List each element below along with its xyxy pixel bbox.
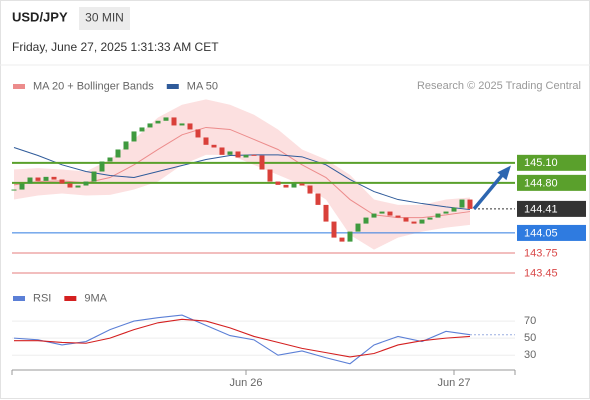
bollinger-band xyxy=(14,99,470,250)
candle xyxy=(275,181,281,185)
candle xyxy=(283,184,289,188)
level-label: 145.10 xyxy=(524,157,558,169)
candle xyxy=(315,193,321,205)
candle xyxy=(131,131,137,142)
candle xyxy=(459,199,465,208)
level-label: 144.80 xyxy=(524,177,558,189)
candle xyxy=(203,137,209,145)
candle xyxy=(171,117,177,126)
candle xyxy=(339,237,345,242)
candle xyxy=(43,176,49,181)
timeframe-box xyxy=(79,7,130,30)
symbol: USD/JPY xyxy=(12,9,68,24)
y-tick-label: 70 xyxy=(524,315,536,327)
ma-line xyxy=(13,147,471,211)
candle xyxy=(355,223,361,232)
candle xyxy=(347,231,353,242)
candle xyxy=(251,154,257,156)
legend-label: RSI xyxy=(33,292,51,304)
candle xyxy=(467,199,473,209)
candle xyxy=(387,211,393,216)
candle xyxy=(363,217,369,224)
candle xyxy=(395,215,401,218)
candle xyxy=(371,213,377,218)
candle xyxy=(323,204,329,222)
candle xyxy=(403,217,409,222)
candle xyxy=(227,151,233,155)
candle xyxy=(267,169,273,182)
level-box xyxy=(517,154,586,171)
candle xyxy=(299,183,305,186)
legend-label: 9MA xyxy=(84,292,107,304)
forecast-arrow-head xyxy=(497,165,511,181)
candle xyxy=(59,179,65,184)
candle xyxy=(155,120,161,124)
y-tick-label: 30 xyxy=(524,349,536,361)
candle xyxy=(123,141,129,150)
candle xyxy=(443,211,449,214)
candle xyxy=(211,144,217,148)
candle xyxy=(435,213,441,218)
candle xyxy=(331,221,337,238)
candle xyxy=(235,151,241,158)
level-label: 144.41 xyxy=(524,203,558,215)
candle xyxy=(147,123,153,128)
candle xyxy=(427,217,433,220)
level-box xyxy=(517,200,586,217)
candle xyxy=(379,211,385,214)
y-tick-label: 50 xyxy=(524,332,536,344)
level-label: 143.45 xyxy=(524,267,558,279)
forecast-arrow xyxy=(472,171,506,211)
candle xyxy=(163,117,169,121)
candle xyxy=(419,219,425,224)
candle xyxy=(139,127,145,132)
credit: Research © 2025 Trading Central xyxy=(417,80,581,92)
candle xyxy=(27,177,33,184)
legend-label: MA 20 + Bollinger Bands xyxy=(33,80,154,92)
legend-swatch xyxy=(64,296,77,301)
candle xyxy=(11,189,17,191)
legend-swatch xyxy=(166,84,179,89)
candle xyxy=(187,123,193,130)
candle xyxy=(451,207,457,212)
candle xyxy=(195,129,201,138)
legend-label: MA 50 xyxy=(187,80,218,92)
indicator-line xyxy=(13,314,471,365)
candle xyxy=(75,185,81,188)
candle xyxy=(83,181,89,186)
candle xyxy=(243,154,249,158)
level-box xyxy=(517,224,586,241)
timeframe[interactable]: 30 MIN xyxy=(85,11,124,25)
candle xyxy=(291,183,297,188)
candle xyxy=(91,171,97,182)
level-box xyxy=(517,174,586,191)
x-tick-label: Jun 26 xyxy=(229,377,262,389)
candle xyxy=(35,177,41,181)
candle xyxy=(115,149,121,158)
candle xyxy=(67,183,73,188)
x-tick-label: Jun 27 xyxy=(437,377,470,389)
level-label: 143.75 xyxy=(524,247,558,259)
candle xyxy=(107,157,113,162)
candle xyxy=(219,147,225,155)
datetime: Friday, June 27, 2025 1:31:33 AM CET xyxy=(12,40,219,54)
candle xyxy=(307,185,313,194)
candle xyxy=(99,161,105,172)
candle xyxy=(19,183,25,190)
candle xyxy=(259,155,265,170)
level-label: 144.05 xyxy=(524,227,558,239)
legend-swatch xyxy=(13,84,25,89)
candle xyxy=(179,123,185,126)
legend-swatch xyxy=(13,296,25,301)
candle xyxy=(411,221,417,224)
indicator-line xyxy=(14,318,471,358)
candle xyxy=(51,176,57,180)
